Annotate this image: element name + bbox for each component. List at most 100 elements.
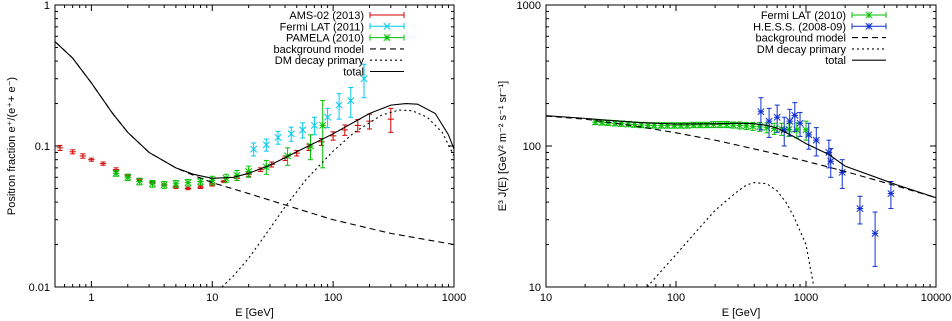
marker bbox=[812, 136, 820, 144]
series-fermi-lat-2010-point bbox=[723, 120, 731, 129]
legend: AMS-02 (2013)Fermi LAT (2011)PAMELA (201… bbox=[273, 10, 405, 79]
legend-total: total bbox=[343, 67, 404, 79]
marker bbox=[838, 168, 846, 176]
x-tick-label: 100 bbox=[324, 292, 342, 304]
marker bbox=[287, 130, 295, 138]
x-tick-label: 1 bbox=[88, 292, 94, 304]
series-fermi-lat-2010-point bbox=[763, 122, 771, 134]
series-fermi-lat-2010-point bbox=[703, 121, 711, 129]
series-ams-02-2013-point bbox=[99, 161, 107, 166]
marker bbox=[763, 124, 771, 132]
marker bbox=[827, 157, 835, 165]
marker bbox=[723, 120, 731, 129]
legend: Fermi LAT (2010)H.E.S.S. (2008-09)backgr… bbox=[753, 10, 887, 67]
legend-label: Fermi LAT (2010) bbox=[761, 10, 846, 22]
marker bbox=[274, 133, 282, 141]
marker bbox=[335, 101, 343, 109]
marker bbox=[644, 121, 652, 129]
legend-ams-02-2013: AMS-02 (2013) bbox=[289, 10, 405, 22]
series-fermi-lat-2010-point bbox=[709, 120, 717, 129]
series-h-e-s-s-2008-09-point bbox=[887, 181, 895, 210]
series-pamela-2010-point bbox=[112, 169, 120, 177]
series-pamela-2010-point bbox=[160, 181, 168, 189]
series-fermi-lat-2011-point bbox=[299, 122, 307, 139]
marker bbox=[306, 142, 315, 150]
marker bbox=[124, 173, 132, 181]
series-h-e-s-s-2008-09-point bbox=[791, 102, 799, 132]
marker bbox=[856, 205, 864, 213]
marker bbox=[716, 120, 724, 129]
marker bbox=[677, 121, 685, 129]
legend-dm-decay-primary: DM decay primary bbox=[757, 44, 886, 56]
series-fermi-lat-2011-point bbox=[287, 126, 295, 142]
marker bbox=[785, 125, 793, 134]
series-h-e-s-s-2008-09-point bbox=[765, 107, 773, 138]
legend-dm-decay-primary: DM decay primary bbox=[275, 55, 404, 67]
series-h-e-s-s-2008-09-point bbox=[871, 211, 879, 267]
marker bbox=[324, 113, 332, 121]
series-background-model-line bbox=[546, 115, 936, 199]
marker bbox=[591, 118, 599, 126]
marker bbox=[360, 75, 368, 83]
series-pamela-2010-point bbox=[319, 100, 327, 169]
x-tick-label: 10 bbox=[206, 292, 218, 304]
series-fermi-lat-2010-point bbox=[742, 121, 750, 130]
legend-label: background model bbox=[755, 33, 846, 45]
series-pamela-2010-point bbox=[306, 134, 315, 161]
marker bbox=[770, 124, 778, 133]
marker bbox=[347, 97, 355, 105]
series-pamela-2010-point bbox=[245, 165, 253, 178]
series-pamela-2010-point bbox=[196, 177, 205, 186]
series-fermi-lat-2010-point bbox=[696, 121, 704, 129]
series-h-e-s-s-2008-09-point bbox=[786, 108, 794, 137]
y-axis-title: Positron fraction e⁺/(e⁺+ e⁻) bbox=[6, 77, 18, 215]
series-pamela-2010-point bbox=[233, 170, 241, 181]
series-fermi-lat-2010-point bbox=[631, 120, 639, 129]
marker bbox=[749, 122, 757, 130]
marker bbox=[624, 120, 632, 128]
marker bbox=[871, 229, 879, 237]
marker bbox=[793, 126, 801, 134]
marker bbox=[756, 123, 764, 131]
legend-background-model: background model bbox=[755, 33, 886, 45]
series-fermi-lat-2011-point bbox=[250, 142, 258, 157]
series-fermi-lat-2011-point bbox=[324, 107, 332, 129]
series-fermi-lat-2010-point bbox=[770, 122, 778, 135]
y-tick-label: 10 bbox=[529, 282, 541, 294]
legend-h-e-s-s-2008-09: H.E.S.S. (2008-09) bbox=[753, 21, 887, 33]
marker bbox=[796, 119, 804, 127]
series-fermi-lat-2010-point bbox=[778, 122, 786, 136]
plot-frame bbox=[54, 4, 455, 288]
legend-total: total bbox=[825, 55, 886, 67]
marker bbox=[805, 131, 813, 139]
series-fermi-lat-2011-point bbox=[262, 138, 270, 152]
series-pamela-2010-point bbox=[148, 179, 156, 188]
y-tick-label: 100 bbox=[523, 141, 541, 153]
marker bbox=[773, 113, 781, 121]
series-ams-02-2013-point bbox=[341, 124, 349, 136]
legend-marker bbox=[383, 22, 391, 30]
marker bbox=[765, 117, 773, 125]
marker bbox=[637, 121, 645, 129]
marker bbox=[663, 121, 672, 129]
marker bbox=[184, 179, 192, 187]
marker bbox=[148, 180, 156, 188]
series-dm-decay-primary-line bbox=[646, 182, 815, 287]
series-pamela-2010-point bbox=[172, 179, 180, 188]
legend-label: total bbox=[343, 67, 364, 79]
legend-fermi-lat-2011: Fermi LAT (2011) bbox=[280, 21, 405, 33]
legend-marker bbox=[383, 34, 391, 42]
marker bbox=[310, 121, 318, 129]
legend-label: background model bbox=[273, 44, 364, 56]
marker bbox=[135, 177, 144, 186]
plot-area bbox=[546, 97, 936, 287]
marker bbox=[690, 121, 698, 129]
series-pamela-2010-point bbox=[184, 178, 192, 187]
series-h-e-s-s-2008-09-point bbox=[812, 127, 820, 157]
marker bbox=[172, 180, 180, 188]
series-h-e-s-s-2008-09-point bbox=[856, 195, 864, 225]
series-fermi-lat-2010-point bbox=[716, 120, 724, 129]
legend-background-model: background model bbox=[273, 44, 404, 56]
legend-label: Fermi LAT (2011) bbox=[280, 21, 364, 33]
